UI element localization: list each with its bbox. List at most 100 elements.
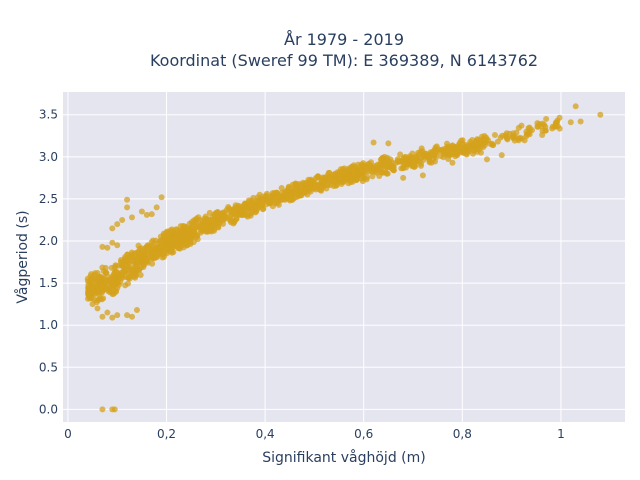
data-point [153, 204, 160, 211]
data-point [245, 197, 252, 204]
x-tick-label: 0 [64, 427, 72, 441]
data-point [104, 309, 111, 316]
data-point [518, 122, 525, 129]
data-point [542, 127, 549, 134]
data-point [229, 207, 236, 214]
data-point [552, 120, 559, 127]
data-point [114, 242, 121, 249]
data-point [168, 226, 175, 233]
data-point [124, 259, 131, 266]
data-point [114, 312, 121, 319]
data-point [134, 258, 141, 265]
y-tick-label: 0.0 [39, 402, 58, 416]
data-point [178, 235, 185, 242]
data-point [243, 212, 250, 219]
data-point [274, 193, 281, 200]
data-point [503, 130, 510, 137]
data-point [210, 227, 217, 234]
data-point [99, 406, 106, 413]
data-point [567, 119, 574, 126]
data-point [85, 284, 92, 291]
data-point [148, 211, 155, 218]
data-point [369, 173, 376, 180]
data-point [415, 149, 422, 156]
data-point [438, 152, 445, 159]
data-point [538, 123, 545, 130]
data-point [473, 140, 480, 147]
data-point [259, 206, 266, 213]
data-point [400, 174, 407, 181]
data-point [572, 103, 579, 110]
data-point [102, 269, 109, 276]
data-points [84, 103, 604, 413]
data-point [158, 194, 165, 201]
data-point [99, 313, 106, 320]
data-point [348, 163, 355, 170]
data-point [511, 137, 518, 144]
x-tick-label: 0,2 [157, 427, 176, 441]
data-point [577, 118, 584, 125]
data-point [89, 301, 96, 308]
data-point [151, 253, 158, 260]
data-point [129, 313, 136, 320]
data-point [176, 244, 183, 251]
data-point [341, 165, 348, 172]
data-point [111, 406, 118, 413]
data-point [384, 170, 391, 177]
data-point [133, 307, 140, 314]
data-point [404, 158, 411, 165]
data-point [469, 136, 476, 143]
data-point [233, 215, 240, 222]
data-point [556, 114, 563, 121]
data-point [430, 150, 437, 157]
data-point [483, 156, 490, 163]
x-tick-label: 0,6 [354, 427, 373, 441]
data-point [136, 245, 143, 252]
data-point [359, 178, 366, 185]
data-point [543, 115, 550, 122]
data-point [494, 138, 501, 145]
data-point [458, 137, 465, 144]
y-tick-label: 1.5 [39, 276, 58, 290]
x-tick-label: 1 [557, 427, 565, 441]
data-point [309, 178, 316, 185]
data-point [106, 274, 113, 281]
data-point [278, 185, 285, 192]
data-point [337, 172, 344, 179]
data-point [138, 208, 145, 215]
data-point [370, 139, 377, 146]
data-point [290, 195, 297, 202]
y-tick-label: 2.5 [39, 192, 58, 206]
data-point [109, 291, 116, 298]
data-point [143, 211, 150, 218]
data-point [526, 124, 533, 131]
data-point [465, 148, 472, 155]
data-point [266, 200, 273, 207]
y-axis-title: Vågperiod (s) [14, 210, 31, 303]
data-point [403, 164, 410, 171]
data-point [539, 132, 546, 139]
data-point [117, 258, 124, 265]
data-point [377, 156, 384, 163]
data-point [556, 125, 563, 132]
data-point [318, 183, 325, 190]
data-point [132, 250, 139, 257]
data-point [132, 271, 139, 278]
data-point [435, 146, 442, 153]
data-point [153, 245, 160, 252]
data-point [209, 217, 216, 224]
chart-title-line-2: Koordinat (Sweref 99 TM): E 369389, N 61… [150, 51, 538, 70]
data-point [170, 236, 177, 243]
data-point [300, 179, 307, 186]
data-point [549, 125, 556, 132]
data-point [144, 243, 151, 250]
data-point [397, 151, 404, 158]
data-point [87, 279, 94, 286]
data-point [138, 255, 145, 262]
x-axis-ticks: 0 0,2 0,4 0,6 0,8 1 [64, 427, 565, 441]
data-point [124, 312, 131, 319]
data-point [158, 239, 165, 246]
y-tick-label: 3.5 [39, 108, 58, 122]
data-point [112, 269, 119, 276]
data-point [182, 227, 189, 234]
